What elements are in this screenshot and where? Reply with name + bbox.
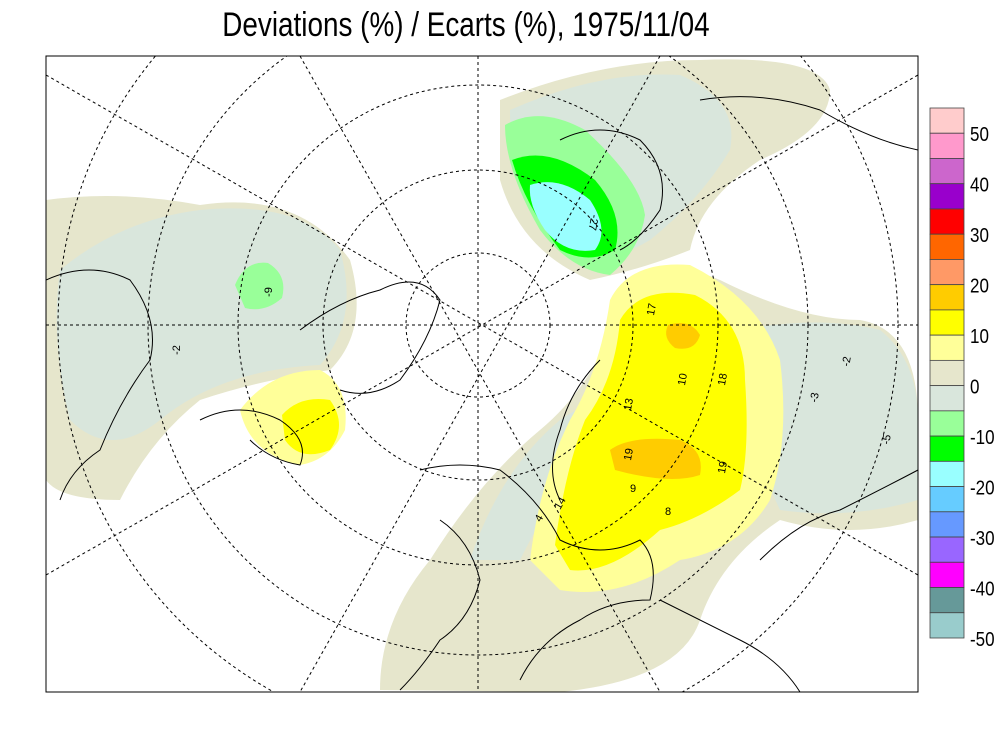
- region-pos: [610, 438, 701, 479]
- legend-swatch: [929, 183, 965, 210]
- contour-label: 19: [622, 447, 636, 461]
- legend-swatch: [929, 612, 965, 639]
- contour-label: 17: [645, 302, 659, 316]
- legend-swatch: [929, 359, 965, 387]
- legend-swatch: [929, 107, 965, 134]
- title: Deviations (%) / Ecarts (%), 1975/11/04: [222, 5, 709, 43]
- map-frame: [45, 55, 919, 693]
- contour-label: 14: [552, 495, 569, 512]
- contour-label: 4: [533, 513, 546, 524]
- legend-swatch: [929, 158, 965, 185]
- legend-swatch: [929, 410, 965, 437]
- legend-swatch: [929, 259, 965, 286]
- contour-label: 9: [630, 483, 636, 495]
- legend-label: -10: [970, 426, 995, 449]
- legend-swatch: [929, 385, 965, 412]
- legend-swatch: [929, 435, 965, 462]
- legend-label: 40: [970, 173, 989, 196]
- legend-swatch: [929, 233, 965, 260]
- legend-label: -30: [970, 527, 995, 550]
- region-pos: [555, 292, 747, 571]
- region-neg10: [235, 262, 284, 310]
- legend-label: 50: [970, 123, 989, 146]
- region-neg: [740, 322, 918, 514]
- contour-labels: 17 10 18 13 19 9 19 8 14 4 -9 -2 -3 -2 -5 -27: [171, 214, 894, 525]
- contour-label: 10: [676, 372, 690, 386]
- contour-label: -9: [263, 287, 275, 297]
- contour-label: -5: [880, 434, 894, 446]
- contour-label: 19: [716, 460, 730, 474]
- legend-swatch: [929, 208, 965, 235]
- legend-label: 10: [970, 325, 989, 348]
- coastlines: [46, 96, 918, 692]
- map: 17 10 18 13 19 9 19 8 14 4 -9 -2 -3 -2 -5 -27: [46, 56, 918, 692]
- region-pos: [666, 322, 700, 349]
- legend-swatch: [929, 309, 965, 336]
- legend-label: -50: [970, 628, 995, 651]
- legend-swatch: [929, 460, 965, 487]
- contour-label: -27: [586, 214, 601, 232]
- legend-label: 30: [970, 224, 989, 247]
- legend-label: 0: [970, 375, 979, 398]
- contour-label: 18: [716, 372, 730, 386]
- contour-label: 8: [665, 506, 671, 518]
- legend-swatch: [929, 486, 965, 513]
- legend-swatch: [929, 587, 965, 614]
- legend-swatch: [929, 511, 965, 538]
- legend-swatch: [929, 561, 965, 588]
- legend-swatch: [929, 284, 965, 311]
- legend-swatch: [929, 536, 965, 563]
- legend-swatch: [929, 132, 965, 159]
- region-neg: [56, 208, 347, 440]
- region-neg20: [529, 182, 602, 251]
- legend-label: 20: [970, 274, 989, 297]
- legend-swatch: [929, 334, 965, 361]
- legend-label: -20: [970, 476, 995, 499]
- contour-label: -2: [171, 345, 183, 355]
- contour-label: 13: [622, 397, 636, 411]
- legend-label: -40: [970, 577, 995, 600]
- contour-label: -3: [808, 392, 822, 404]
- legend: 50 40 30 20 10 0 -10 -20 -30 -40 -50: [929, 107, 995, 651]
- region-pos: [282, 399, 339, 455]
- contour-label: -2: [840, 356, 854, 368]
